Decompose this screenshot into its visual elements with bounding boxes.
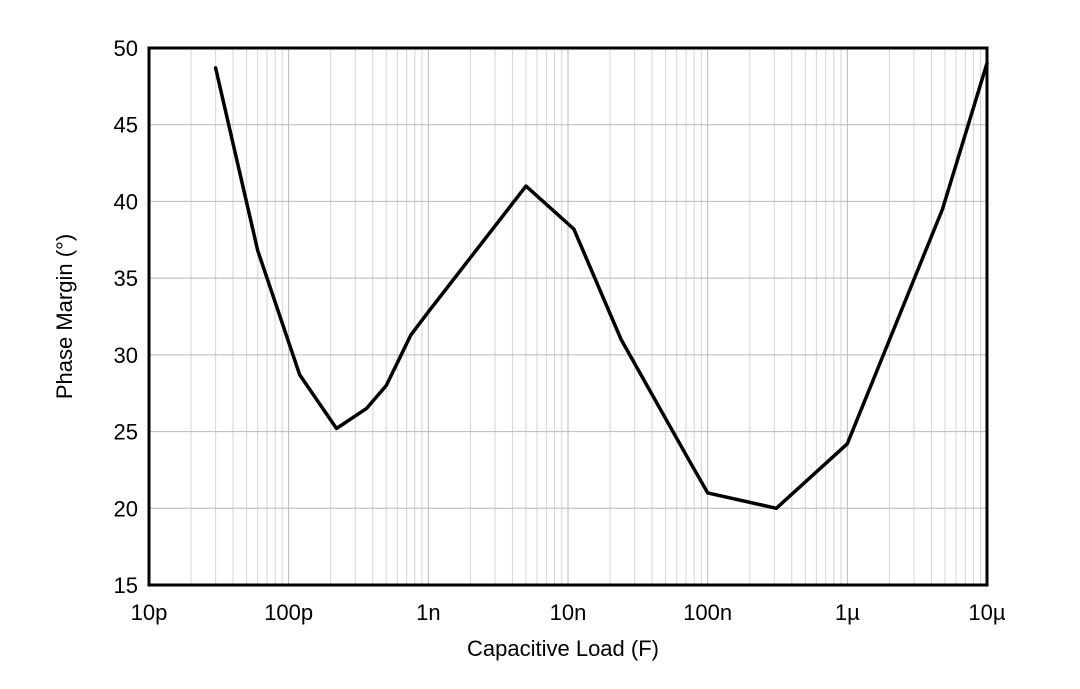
- y-tick-labels: 15 20 25 30 35 40 45 50: [114, 36, 138, 598]
- y-tick-label: 45: [114, 113, 138, 138]
- y-tick-label: 20: [114, 496, 138, 521]
- y-tick-label: 35: [114, 266, 138, 291]
- phase-margin-line: [213, 61, 989, 511]
- y-axis-label: Phase Margin (°): [52, 234, 77, 399]
- x-tick-label: 100n: [683, 600, 732, 625]
- y-tick-label: 15: [114, 573, 138, 598]
- series: [213, 61, 989, 511]
- x-tick-labels: 10p 100p 1n 10n 100n 1µ 10µ: [131, 600, 1006, 625]
- x-axis-label: Capacitive Load (F): [467, 636, 659, 661]
- grid: [148, 47, 987, 586]
- y-tick-label: 50: [114, 36, 138, 61]
- y-tick-label: 40: [114, 189, 138, 214]
- y-tick-label: 30: [114, 343, 138, 368]
- plot-frame: [147, 46, 989, 587]
- x-tick-label: 1n: [416, 600, 440, 625]
- x-tick-label: 10p: [131, 600, 168, 625]
- y-tick-label: 25: [114, 420, 138, 445]
- x-tick-label: 10µ: [968, 600, 1005, 625]
- x-tick-label: 10n: [550, 600, 587, 625]
- x-tick-label: 100p: [264, 600, 313, 625]
- x-tick-label: 1µ: [835, 600, 860, 625]
